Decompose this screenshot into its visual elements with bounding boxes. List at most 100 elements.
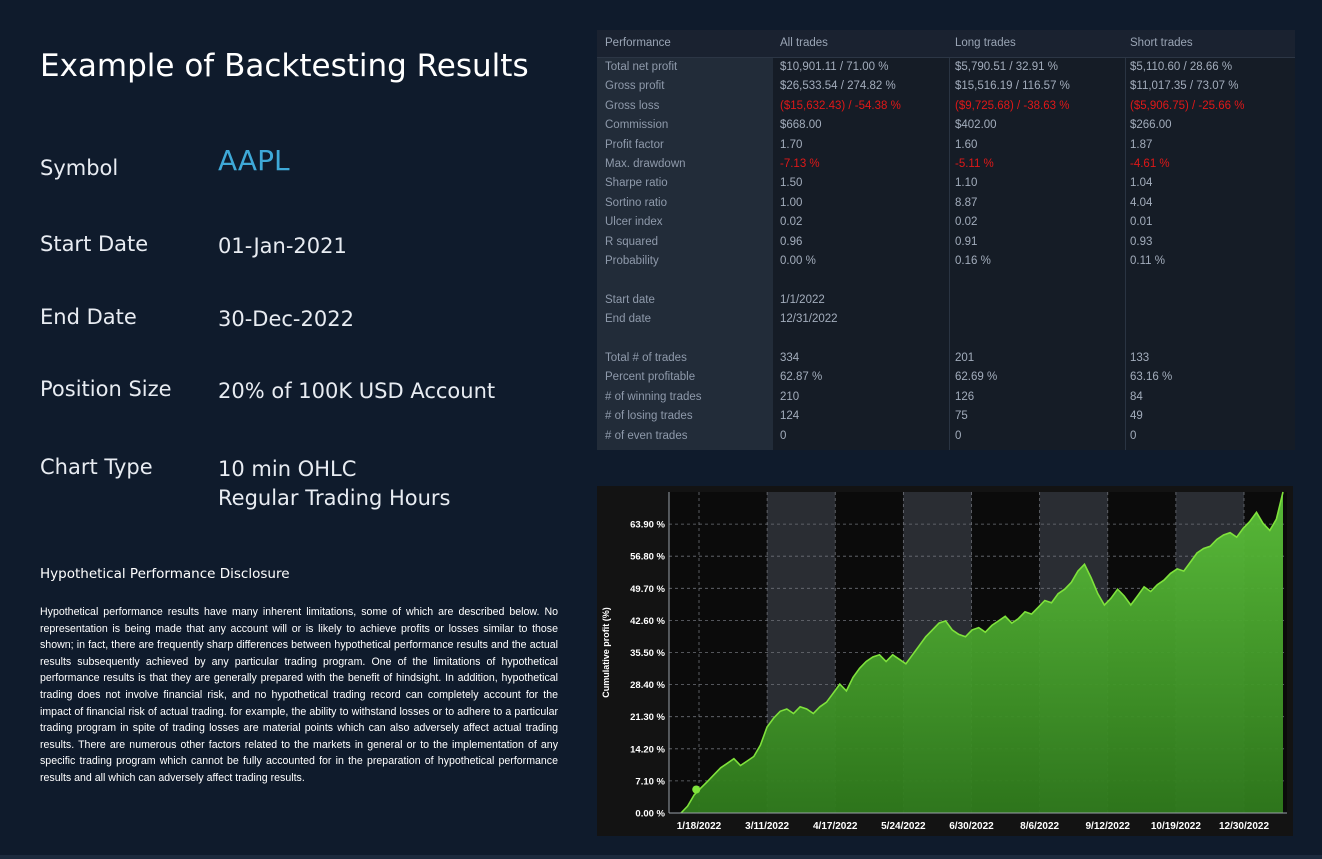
y-tick-label: 35.50 % (630, 648, 665, 659)
x-tick-label: 1/18/2022 (677, 821, 722, 832)
table-cell: ($5,906.75) / -25.66 % (1130, 99, 1245, 112)
table-cell: 62.69 % (955, 371, 998, 384)
series-line (680, 491, 1284, 814)
cumulative-profit-chart: 0.00 % 7.10 % 14.20 % 21.30 % 28.40 % 35.50 %… (597, 486, 1293, 836)
table-header-cell: Long trades (955, 37, 1016, 49)
table-row-label: # of even trades (605, 429, 688, 442)
table-cell: $10,901.11 / 71.00 % (780, 61, 889, 73)
table-cell: 12/31/2022 (780, 313, 838, 326)
table-row-label: # of losing trades (605, 410, 693, 423)
y-tick-label: 42.60 % (630, 616, 665, 627)
table-cell: $668.00 (780, 119, 822, 132)
table-cell: 0.02 (780, 216, 803, 229)
field-symbol: Symbol AAPL (40, 146, 560, 216)
table-cell: 75 (955, 410, 968, 423)
table-cell: 0.01 (1130, 216, 1153, 229)
table-cell: 210 (780, 390, 800, 403)
table-cell: 4.04 (1130, 196, 1153, 209)
table-cell: 84 (1130, 390, 1143, 403)
position-size-value: 20% of 100K USD Account (218, 379, 496, 403)
table-cell: 0.00 % (780, 255, 816, 267)
table-short-column (1125, 30, 1295, 450)
field-label: Position Size (40, 377, 172, 401)
start-date-value: 01-Jan-2021 (218, 234, 347, 258)
table-cell: 63.16 % (1130, 371, 1173, 384)
table-cell: 1.50 (780, 177, 803, 190)
table-row-label: Total # of trades (605, 352, 687, 364)
table-cell: 1.00 (780, 196, 803, 209)
chart-type-value-line2: Regular Trading Hours (218, 486, 451, 510)
start-marker (692, 785, 701, 794)
table-cell: 0.91 (955, 235, 978, 248)
field-start-date: Start Date 01-Jan-2021 (40, 232, 560, 292)
table-row-label: Sharpe ratio (605, 177, 668, 190)
table-cell: 0.02 (955, 216, 978, 229)
table-cell: 1.70 (780, 138, 803, 151)
table-cell: 0 (955, 429, 962, 442)
y-tick-label: 0.00 % (635, 809, 665, 820)
field-position-size: Position Size 20% of 100K USD Account (40, 377, 560, 437)
table-cell: ($9,725.68) / -38.63 % (955, 99, 1070, 112)
field-end-date: End Date 30-Dec-2022 (40, 305, 560, 365)
x-tick-label: 10/19/2022 (1151, 821, 1201, 832)
performance-table: Performance All trades Long trades Short tr… (597, 30, 1295, 450)
table-header-cell: All trades (780, 37, 828, 49)
table-cell: -4.61 % (1130, 158, 1170, 170)
field-chart-type: Chart Type 10 min OHLC Regular Trading H… (40, 455, 560, 515)
table-cell: $5,110.60 / 28.66 % (1130, 61, 1233, 73)
field-label: End Date (40, 305, 137, 329)
symbol-value: AAPL (218, 144, 290, 177)
table-row-label: # of winning trades (605, 390, 702, 403)
table-cell: $402.00 (955, 119, 997, 132)
table-long-column (949, 30, 1125, 450)
table-row-label: Ulcer index (605, 216, 663, 229)
table-cell: $26,533.54 / 274.82 % (780, 80, 896, 93)
summary-panel: Example of Backtesting Results Symbol AA… (40, 0, 560, 859)
x-tick-label: 6/30/2022 (949, 821, 994, 832)
disclosure-heading: Hypothetical Performance Disclosure (40, 566, 290, 582)
table-cell: 1.87 (1130, 138, 1153, 151)
chart-svg: 0.00 % 7.10 % 14.20 % 21.30 % 28.40 % 35.50 %… (601, 491, 1287, 832)
table-row-label: Total net profit (605, 61, 678, 73)
table-label-column (597, 30, 773, 450)
table-cell: -7.13 % (780, 158, 820, 170)
table-cell: 1.60 (955, 138, 978, 151)
table-cell: 8.87 (955, 196, 978, 209)
y-tick-label: 49.70 % (630, 584, 665, 595)
x-tick-label: 9/12/2022 (1086, 821, 1131, 832)
table-cell: $11,017.35 / 73.07 % (1130, 80, 1239, 93)
table-row-label: R squared (605, 235, 659, 248)
y-tick-label: 7.10 % (635, 776, 665, 787)
table-cell: 0 (780, 429, 787, 442)
table-cell: 1.04 (1130, 177, 1153, 190)
table-cell: 0.93 (1130, 235, 1153, 248)
table-cell: 1.10 (955, 177, 978, 190)
y-tick-label: 21.30 % (630, 712, 665, 723)
table-cell: -5.11 % (955, 158, 994, 170)
table-row-label: Sortino ratio (605, 196, 668, 209)
y-tick-label: 28.40 % (630, 680, 665, 691)
table-cell: 1/1/2022 (780, 293, 825, 306)
y-tick-label: 63.90 % (630, 520, 665, 531)
x-tick-label: 8/6/2022 (1020, 821, 1059, 832)
table-row-label: End date (605, 313, 652, 326)
y-axis-label: Cumulative profit (%) (601, 607, 611, 698)
table-cell: 49 (1130, 410, 1143, 423)
table-cell: $5,790.51 / 32.91 % (955, 61, 1058, 73)
table-cell: ($15,632.43) / -54.38 % (780, 99, 901, 112)
table-row-label: Start date (605, 293, 655, 306)
table-cell: 0.11 % (1130, 255, 1165, 267)
area-fill (681, 492, 1283, 813)
table-row-label: Profit factor (605, 138, 664, 151)
table-row-label: Percent profitable (605, 371, 696, 384)
table-row-label: Gross loss (605, 99, 660, 112)
x-tick-label: 3/11/2022 (745, 821, 789, 832)
bottom-strip (0, 855, 1322, 859)
end-date-value: 30-Dec-2022 (218, 307, 354, 331)
table-cell: $15,516.19 / 116.57 % (955, 80, 1070, 93)
table-cell: 133 (1130, 352, 1150, 364)
table-cell: 62.87 % (780, 371, 823, 384)
table-row-label: Probability (605, 255, 659, 267)
table-row-label: Gross profit (605, 80, 665, 93)
x-tick-label: 12/30/2022 (1219, 821, 1269, 832)
